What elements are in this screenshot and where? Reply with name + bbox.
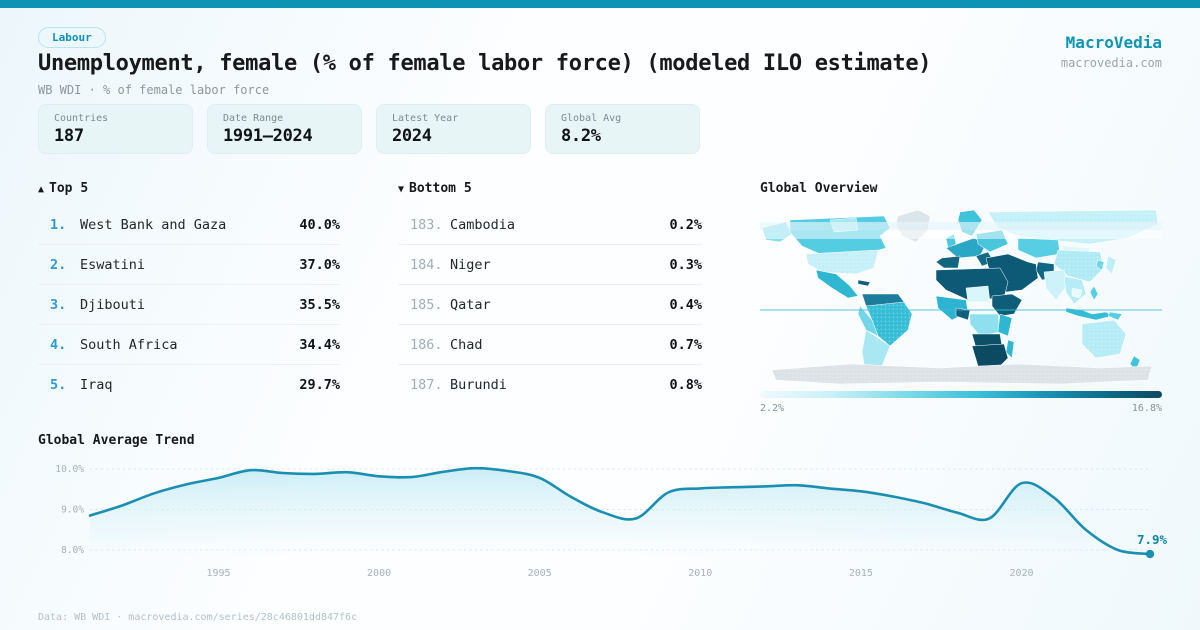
y-tick-label: 8.0% — [61, 545, 84, 556]
category-badge[interactable]: Labour — [38, 27, 106, 48]
trend-panel: Global Average Trend 10.0% 9.0% 8.0% 1995 20… — [38, 433, 1168, 582]
scale-max-label: 16.8% — [1131, 403, 1162, 414]
rank-number: 3. — [50, 296, 67, 313]
arctic-band — [760, 222, 1162, 230]
rank-number: 186. — [410, 336, 443, 353]
stat-label: Date Range — [223, 113, 284, 124]
brand-block: MacroVedia macrovedia.com — [1061, 33, 1162, 70]
brand-site-link[interactable]: macrovedia.com — [1060, 56, 1162, 70]
list-item: 5. Iraq 29.7% — [38, 365, 340, 405]
stat-cards-row: Countries 187 Date Range 1991—2024 Latest Ye… — [38, 104, 700, 154]
country-value: 29.7% — [299, 377, 340, 393]
top5-header: ▲ Top 5 — [38, 181, 340, 196]
trend-end-label: 7.9% — [1137, 532, 1168, 547]
bottom5-list: 183. Cambodia 0.2% 184. Niger 0.3% 185. Qatar 0.… — [398, 205, 702, 405]
country-name: Iraq — [80, 377, 113, 393]
list-item: 4. South Africa 34.4% — [38, 325, 340, 365]
stat-value: 8.2% — [561, 126, 601, 146]
trend-end-dot — [1145, 549, 1155, 559]
stat-value: 1991—2024 — [223, 126, 313, 146]
country-name: Burundi — [450, 377, 507, 393]
x-tick-label: 2015 — [849, 568, 873, 579]
footer-source: Data: WB WDI · macrovedia.com/series/28c… — [38, 612, 358, 623]
list-item: 186. Chad 0.7% — [398, 325, 702, 365]
list-item: 2. Eswatini 37.0% — [38, 245, 340, 285]
country-value: 0.2% — [669, 216, 702, 233]
stat-label: Global Avg — [561, 113, 622, 124]
country-name: Cambodia — [450, 216, 516, 233]
x-tick-label: 2000 — [367, 568, 391, 579]
world-map — [760, 209, 1162, 385]
map-scale-labels: 2.2% 16.8% — [760, 403, 1162, 414]
list-item: 1. West Bank and Gaza 40.0% — [38, 205, 340, 245]
country-value: 0.4% — [669, 296, 702, 313]
top5-list: 1. West Bank and Gaza 40.0% 2. Eswatini 37.0%… — [38, 205, 340, 405]
rank-number: 1. — [50, 216, 67, 233]
y-tick-label: 9.0% — [61, 505, 84, 516]
stat-label: Countries — [54, 113, 109, 124]
bottom5-title: Bottom 5 — [409, 181, 472, 196]
top5-title: Top 5 — [49, 181, 89, 196]
global-overview-panel: Global Overview — [760, 181, 1162, 414]
trend-title: Global Average Trend — [38, 433, 195, 448]
page-title: Unemployment, female (% of female labor … — [38, 51, 932, 76]
list-item: 185. Qatar 0.4% — [398, 285, 702, 325]
x-tick-label: 1995 — [206, 568, 230, 579]
map-title: Global Overview — [760, 181, 878, 196]
country-value: 35.5% — [299, 296, 340, 313]
country-value: 40.0% — [299, 216, 340, 233]
scale-min-label: 2.2% — [760, 403, 785, 414]
list-item: 187. Burundi 0.8% — [398, 365, 702, 405]
rank-number: 2. — [50, 256, 67, 273]
list-item: 3. Djibouti 35.5% — [38, 285, 340, 325]
country-name: West Bank and Gaza — [80, 216, 227, 233]
rank-number: 4. — [50, 336, 67, 353]
rank-number: 183. — [410, 216, 443, 233]
country-value: 0.8% — [669, 377, 702, 393]
rank-number: 184. — [410, 256, 443, 273]
triangle-down-icon: ▼ — [398, 184, 405, 195]
list-item: 184. Niger 0.3% — [398, 245, 702, 285]
arctic-band-2 — [760, 230, 1162, 239]
rank-number: 5. — [50, 377, 67, 393]
brand-logo[interactable]: MacroVedia — [1065, 33, 1162, 52]
x-tick-label: 2020 — [1009, 568, 1033, 579]
stat-label: Latest Year — [392, 113, 459, 124]
country-name: Djibouti — [80, 296, 146, 313]
x-tick-label: 2005 — [528, 568, 552, 579]
trend-chart: 10.0% 9.0% 8.0% 1995 2000 2005 2010 2015 2020 7.9… — [55, 464, 1167, 579]
country-name: Eswatini — [80, 256, 146, 273]
country-name: Niger — [450, 256, 491, 273]
y-tick-label: 10.0% — [55, 464, 84, 475]
country-name: Chad — [450, 336, 483, 353]
country-value: 34.4% — [299, 336, 340, 353]
stat-card: Countries 187 — [38, 104, 193, 154]
stat-card: Global Avg 8.2% — [545, 104, 700, 154]
page-subtitle: WB WDI · % of female labor force — [38, 83, 270, 97]
stat-value: 187 — [54, 126, 84, 146]
country-value: 0.3% — [669, 256, 702, 273]
rank-number: 185. — [410, 296, 443, 313]
trend-line — [88, 466, 1152, 556]
country-name: South Africa — [80, 336, 178, 353]
stat-card: Date Range 1991—2024 — [207, 104, 362, 154]
map-color-scale — [760, 391, 1162, 398]
x-tick-label: 2010 — [688, 568, 712, 579]
top5-panel: ▲ Top 5 1. West Bank and Gaza 40.0% 2. Eswati… — [38, 181, 340, 405]
bottom5-header: ▼ Bottom 5 — [398, 181, 702, 196]
country-value: 37.0% — [299, 256, 340, 273]
stat-value: 2024 — [392, 126, 432, 146]
list-item: 183. Cambodia 0.2% — [398, 205, 702, 245]
country-value: 0.7% — [669, 336, 702, 353]
rank-number: 187. — [410, 377, 443, 393]
stat-card: Latest Year 2024 — [376, 104, 531, 154]
bottom5-panel: ▼ Bottom 5 183. Cambodia 0.2% 184. Niger 0.3% 1… — [398, 181, 702, 405]
top-accent-bar — [0, 0, 1200, 8]
triangle-up-icon: ▲ — [38, 184, 45, 195]
trend-area — [90, 468, 1150, 564]
country-name: Qatar — [450, 296, 491, 313]
